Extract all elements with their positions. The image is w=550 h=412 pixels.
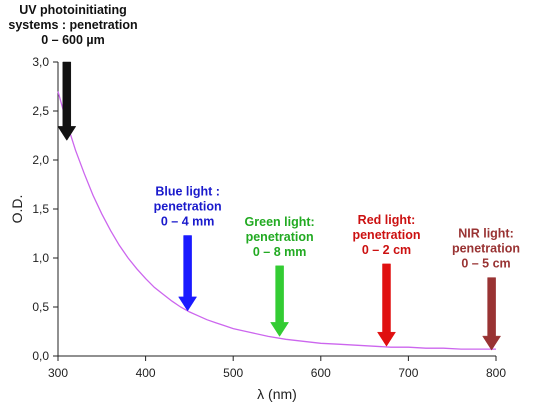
od-curve-line — [57, 91, 496, 350]
y-axis-title: O.D. — [9, 195, 25, 224]
y-tick-label: 2,5 — [32, 104, 49, 118]
annotation-text-line: 0 – 600 µm — [41, 33, 105, 47]
y-tick-label: 0,5 — [32, 300, 49, 314]
curve-layer — [57, 91, 496, 350]
penetration-arrow — [270, 265, 290, 337]
annotation-text-line: penetration — [246, 230, 314, 244]
x-axis-title: λ (nm) — [257, 386, 297, 402]
penetration-arrow — [57, 61, 77, 141]
y-tick-label: 3,0 — [32, 55, 49, 69]
x-tick-label: 300 — [48, 366, 68, 380]
x-tick-label: 400 — [136, 366, 156, 380]
y-tick-label: 1,5 — [32, 202, 49, 216]
penetration-arrow — [178, 235, 198, 312]
annotation-text-line: 0 – 5 cm — [461, 257, 510, 271]
x-tick-label: 800 — [486, 366, 506, 380]
annotation-text-line: 0 – 2 cm — [362, 243, 411, 257]
penetration-arrow — [377, 263, 396, 347]
annotation-text-line: penetration — [154, 199, 222, 213]
annotation-text-line: systems : penetration — [8, 18, 137, 32]
penetration-arrow — [482, 277, 502, 351]
axis-ticks: 300 400 500 600 700 800 0,0 0,5 1,0 1,5 2,0 2,5 3,0 — [32, 55, 506, 380]
y-tick-label: 2,0 — [32, 153, 49, 167]
y-tick-label: 0,0 — [32, 349, 49, 363]
annotation-text-line: Blue light : — [155, 184, 220, 198]
y-tick-label: 1,0 — [32, 251, 49, 265]
annotation-text-line: 0 – 8 mm — [253, 245, 307, 259]
annotation-text-line: Red light: — [358, 213, 416, 227]
annotation-text-line: UV photoinitiating — [19, 3, 127, 17]
annotation-text-line: Green light: — [245, 215, 315, 229]
x-tick-label: 500 — [223, 366, 243, 380]
x-tick-label: 600 — [311, 366, 331, 380]
annotation-text-line: penetration — [452, 242, 520, 256]
annotation-text-line: 0 – 4 mm — [161, 214, 215, 228]
annotation-text-line: NIR light: — [458, 227, 514, 241]
annotation-text-line: penetration — [352, 228, 420, 242]
x-tick-label: 700 — [398, 366, 418, 380]
